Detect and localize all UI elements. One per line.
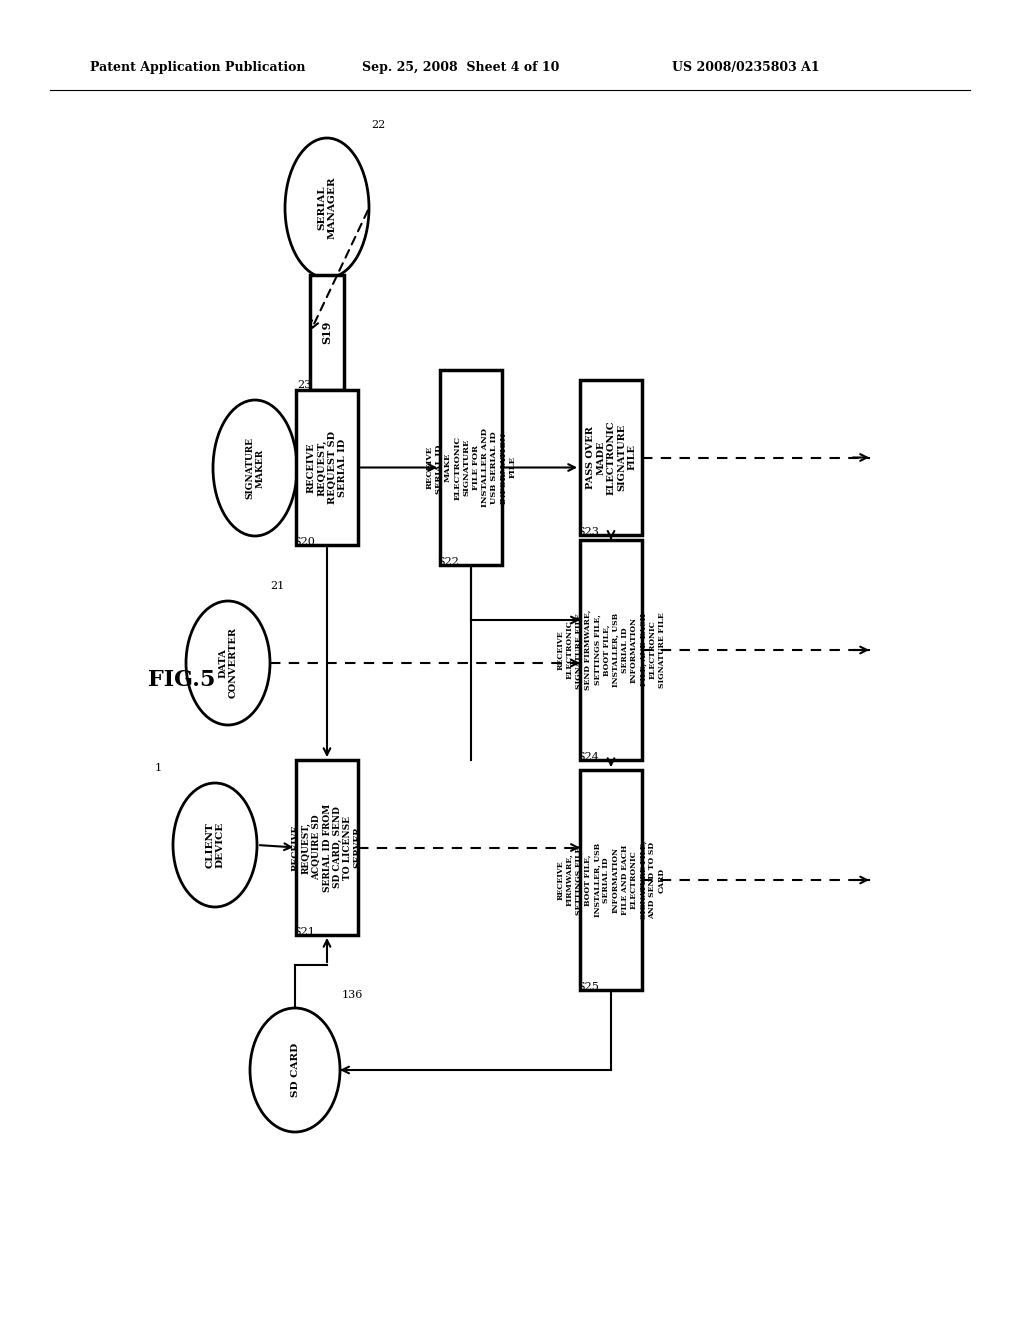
FancyBboxPatch shape: [310, 275, 344, 389]
Text: PASS OVER
MADE
ELECTRONIC
SIGNATURE
FILE: PASS OVER MADE ELECTRONIC SIGNATURE FILE: [586, 420, 636, 495]
Text: 22: 22: [371, 120, 385, 129]
Text: CLIENT
DEVICE: CLIENT DEVICE: [205, 822, 224, 869]
FancyBboxPatch shape: [440, 370, 502, 565]
FancyBboxPatch shape: [580, 540, 642, 760]
Text: US 2008/0235803 A1: US 2008/0235803 A1: [672, 62, 819, 74]
Text: S19: S19: [322, 321, 333, 345]
FancyBboxPatch shape: [580, 770, 642, 990]
Text: 1: 1: [155, 763, 162, 774]
Text: Patent Application Publication: Patent Application Publication: [90, 62, 305, 74]
Text: S23: S23: [577, 527, 599, 537]
FancyBboxPatch shape: [296, 760, 358, 935]
FancyBboxPatch shape: [296, 389, 358, 545]
Text: RECEIVE
ELECTRONIC
SIGNATURE FILE,
SEND FIRMWARE,
SETTINGS FILE,
BOOT FILE,
INST: RECEIVE ELECTRONIC SIGNATURE FILE, SEND …: [556, 610, 666, 690]
Text: 23: 23: [297, 380, 311, 389]
Text: RECEIVE
REQUEST,
REQUEST SD
SERIAL ID: RECEIVE REQUEST, REQUEST SD SERIAL ID: [307, 432, 347, 504]
Text: 136: 136: [342, 990, 364, 1001]
Text: FIG.5: FIG.5: [148, 669, 215, 690]
Text: 21: 21: [270, 581, 285, 591]
Text: SIGNATURE
MAKER: SIGNATURE MAKER: [246, 437, 264, 499]
Text: SERIAL
MANAGER: SERIAL MANAGER: [317, 177, 337, 239]
Text: Sep. 25, 2008  Sheet 4 of 10: Sep. 25, 2008 Sheet 4 of 10: [362, 62, 559, 74]
Text: S25: S25: [577, 982, 599, 993]
Text: S22: S22: [437, 557, 459, 568]
Text: DATA
CONVERTER: DATA CONVERTER: [218, 627, 238, 698]
Text: SD CARD: SD CARD: [291, 1043, 299, 1097]
Text: RECEIVE
REQUEST,
ACQUIRE SD
SERIAL ID FROM
SD CARD, SEND
TO LICENSE
SERVER: RECEIVE REQUEST, ACQUIRE SD SERIAL ID FR…: [291, 804, 362, 891]
Text: S21: S21: [293, 927, 314, 937]
Text: RECEIVE
SERIAL ID,
MAKE
ELECTRONIC
SIGNATURE
FILE FOR
INSTALLER AND
USB SERIAL I: RECEIVE SERIAL ID, MAKE ELECTRONIC SIGNA…: [426, 428, 516, 507]
Text: RECEIVE
FIRMWARE,
SETTINGS FILE,
BOOT FILE,
INSTALLER, USB
SERIAL ID
INFORMATION: RECEIVE FIRMWARE, SETTINGS FILE, BOOT FI…: [556, 841, 666, 919]
Text: S24: S24: [577, 752, 599, 762]
FancyBboxPatch shape: [580, 380, 642, 535]
Text: S20: S20: [293, 537, 314, 546]
